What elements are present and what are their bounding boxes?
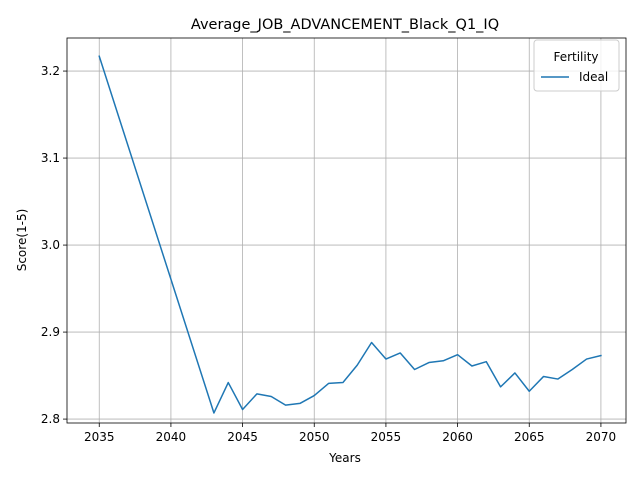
y-tick-label: 2.9 [41,325,60,339]
y-tick-label: 2.8 [41,412,60,426]
x-tick-label: 2040 [156,430,187,444]
legend: Fertility Ideal [533,39,620,92]
x-tick-label: 2035 [84,430,115,444]
y-tick-label: 3.2 [41,64,60,78]
grid-lines [67,38,626,423]
x-tick-label: 2050 [299,430,330,444]
legend-label-ideal: Ideal [579,70,608,84]
x-tick-label: 2060 [442,430,473,444]
x-tick-label: 2070 [586,430,617,444]
x-axis-ticks: 2035 2040 2045 2050 2055 2060 2065 2070 [84,423,616,444]
series-line-ideal [98,55,602,414]
y-axis-label: Score(1-5) [15,209,29,272]
legend-box [533,39,620,92]
series-layer [98,55,602,414]
legend-title: Fertility [553,50,598,64]
plot-frame [66,37,627,424]
x-axis-label: Years [328,451,361,465]
x-tick-label: 2055 [371,430,402,444]
x-tick-label: 2045 [227,430,258,444]
x-tick-label: 2065 [514,430,545,444]
y-tick-label: 3.0 [41,238,60,252]
y-axis-ticks: 2.8 2.9 3.0 3.1 3.2 [41,64,67,426]
y-tick-label: 3.1 [41,151,60,165]
chart-title: Average_JOB_ADVANCEMENT_Black_Q1_IQ [191,17,499,33]
